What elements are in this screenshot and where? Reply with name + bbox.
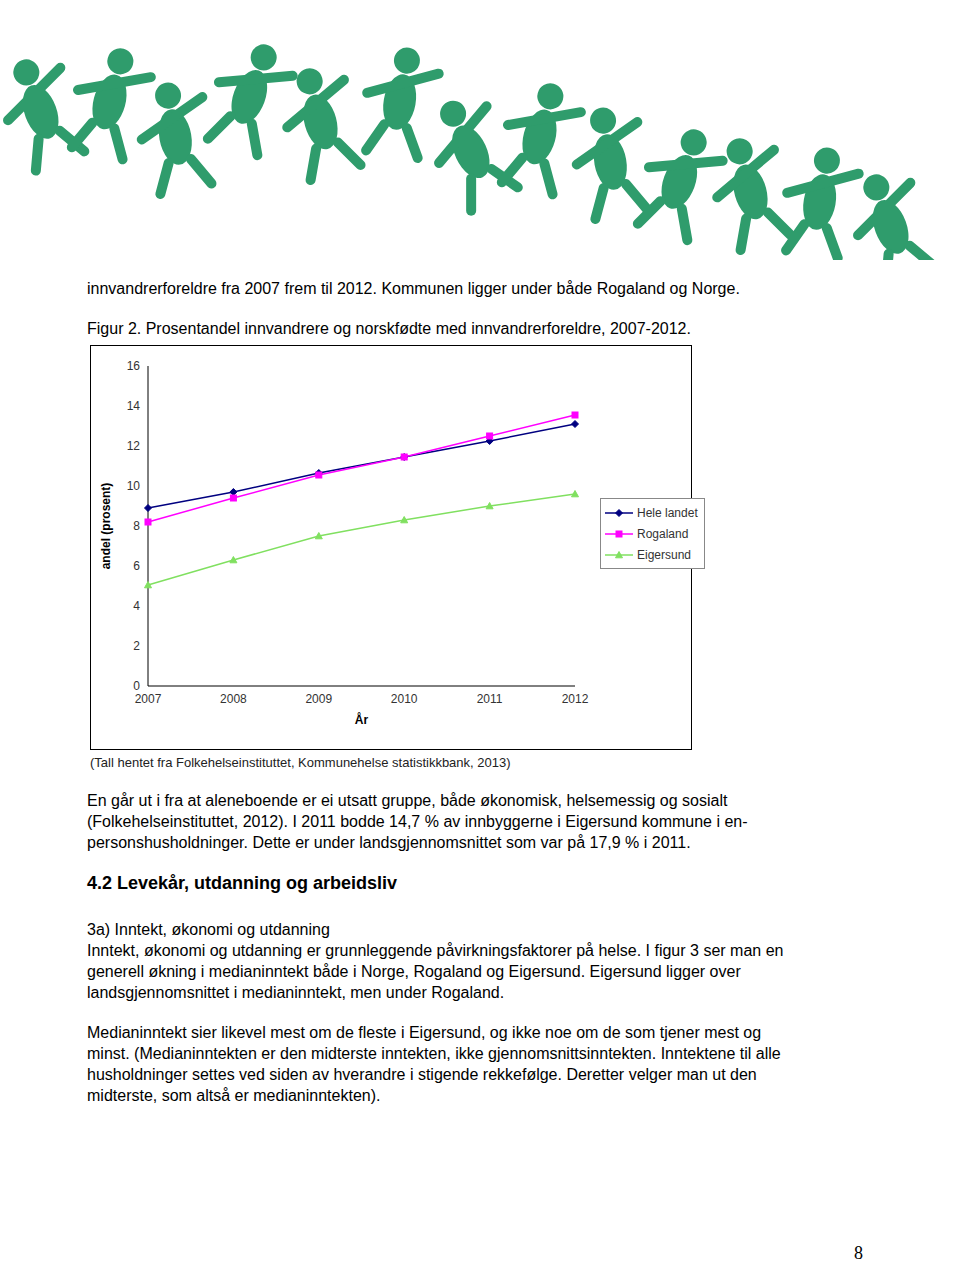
html-text:husholdninger settes ved siden: husholdninger settes ved siden av hveran… xyxy=(87,1066,757,1083)
svg-text:8: 8 xyxy=(133,519,140,533)
svg-text:12: 12 xyxy=(127,439,141,453)
html-text:Medianinntekt sier likevel mes: Medianinntekt sier likevel mest om de fl… xyxy=(87,1024,762,1041)
svg-text:6: 6 xyxy=(133,559,140,573)
svg-text:2007: 2007 xyxy=(135,692,162,706)
svg-text:2: 2 xyxy=(133,639,140,653)
html-text:Figur 2. Prosentandel innvandr: Figur 2. Prosentandel innvandrere og nor… xyxy=(87,320,691,337)
svg-text:2010: 2010 xyxy=(391,692,418,706)
html-text:midterste, som altså er median: midterste, som altså er medianinntekten)… xyxy=(87,1087,381,1104)
html-text:landsgjennomsnittet i medianin: landsgjennomsnittet i medianinntekt, men… xyxy=(87,984,505,1001)
html-text:(Tall hentet fra Folkehelseins: (Tall hentet fra Folkehelseinstituttet, … xyxy=(90,755,511,770)
html-text:3a) Inntekt, økonomi og utdann: 3a) Inntekt, økonomi og utdanning xyxy=(87,921,330,938)
svg-text:År: År xyxy=(355,712,369,727)
svg-text:10: 10 xyxy=(127,479,141,493)
html-text:Hele landet: Hele landet xyxy=(637,505,698,520)
svg-text:14: 14 xyxy=(127,399,141,413)
html-text:minst. (Medianinntekten er den: minst. (Medianinntekten er den midterste… xyxy=(87,1045,781,1062)
html-text:(Folkehelseinstituttet, 2012).: (Folkehelseinstituttet, 2012). I 2011 bo… xyxy=(87,813,748,830)
svg-text:2008: 2008 xyxy=(220,692,247,706)
svg-text:andel (prosent): andel (prosent) xyxy=(99,483,113,570)
html-text:En går ut i fra at aleneboende: En går ut i fra at aleneboende er ei uts… xyxy=(87,792,728,809)
svg-text:2009: 2009 xyxy=(305,692,332,706)
html-text:generell økning i medianinntek: generell økning i medianinntekt både i N… xyxy=(87,963,741,980)
html-text:Inntekt, økonomi og utdanning: Inntekt, økonomi og utdanning er grunnle… xyxy=(87,942,784,959)
html-text:innvandrerforeldre fra 2007 fr: innvandrerforeldre fra 2007 frem til 201… xyxy=(87,280,740,297)
html-text:8: 8 xyxy=(854,1243,863,1262)
html-text:Rogaland: Rogaland xyxy=(637,526,689,541)
html-text:personshusholdninger. Dette er: personshusholdninger. Dette er under lan… xyxy=(87,834,691,851)
html-text:4.2 Levekår, utdanning og arbe: 4.2 Levekår, utdanning og arbeidsliv xyxy=(87,873,398,893)
svg-text:16: 16 xyxy=(127,359,141,373)
svg-text:0: 0 xyxy=(133,679,140,693)
html-text:Eigersund: Eigersund xyxy=(637,547,691,562)
svg-text:2012: 2012 xyxy=(562,692,589,706)
svg-text:2011: 2011 xyxy=(477,692,503,706)
svg-text:4: 4 xyxy=(133,599,140,613)
